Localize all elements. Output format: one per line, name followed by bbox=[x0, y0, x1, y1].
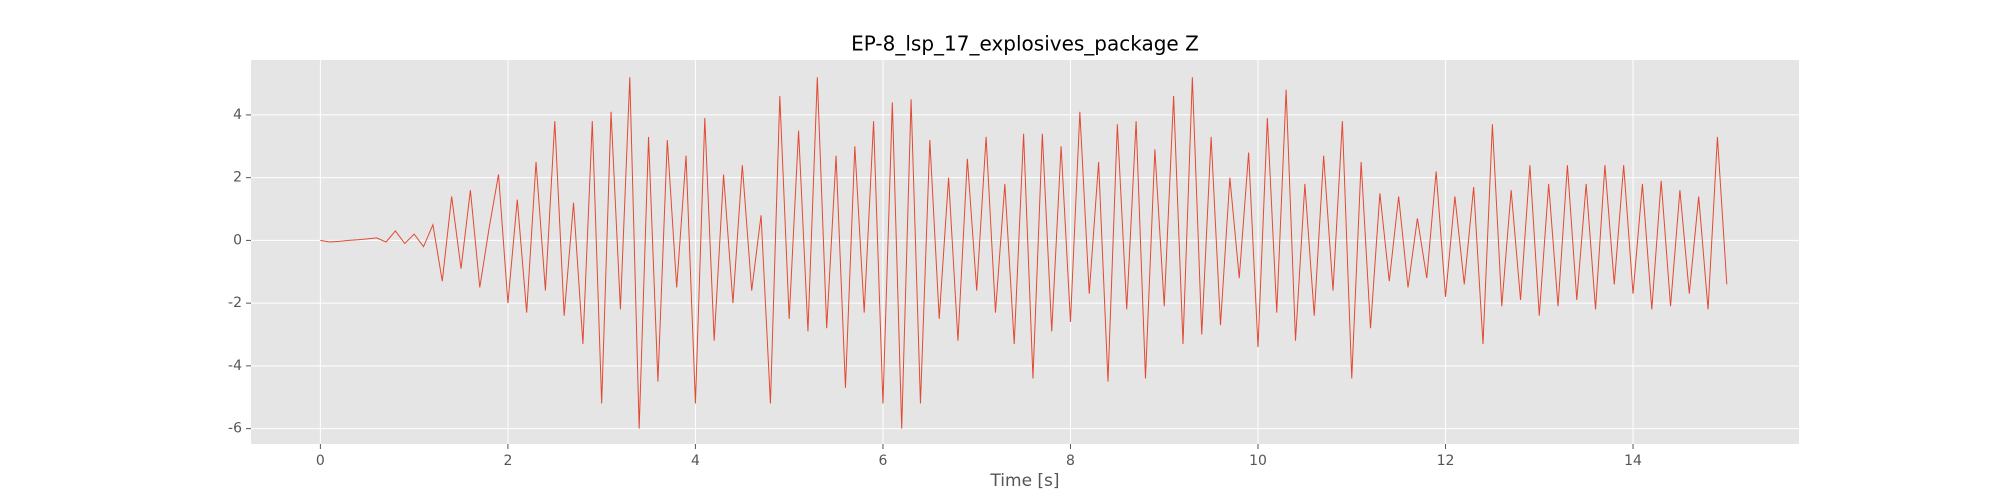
x-tick-label: 4 bbox=[691, 453, 700, 469]
series-line bbox=[320, 77, 1728, 429]
plot-area bbox=[251, 60, 1799, 444]
x-tick-label: 0 bbox=[316, 453, 325, 469]
y-tick-label: -4 bbox=[228, 358, 242, 374]
y-tick-label: -2 bbox=[228, 295, 242, 311]
y-tick-label: 0 bbox=[233, 232, 242, 248]
chart-title: EP-8_lsp_17_explosives_package Z bbox=[851, 32, 1199, 56]
x-tick-label: 10 bbox=[1249, 453, 1267, 469]
y-tick-label: -6 bbox=[228, 421, 242, 437]
y-tick-label: 2 bbox=[233, 170, 242, 186]
x-tick-label: 12 bbox=[1437, 453, 1455, 469]
x-tick-label: 6 bbox=[878, 453, 887, 469]
y-tick-label: 4 bbox=[233, 107, 242, 123]
x-tick-label: 2 bbox=[503, 453, 512, 469]
x-tick-label: 14 bbox=[1624, 453, 1642, 469]
x-tick-label: 8 bbox=[1066, 453, 1075, 469]
x-axis-label: Time [s] bbox=[989, 471, 1059, 491]
